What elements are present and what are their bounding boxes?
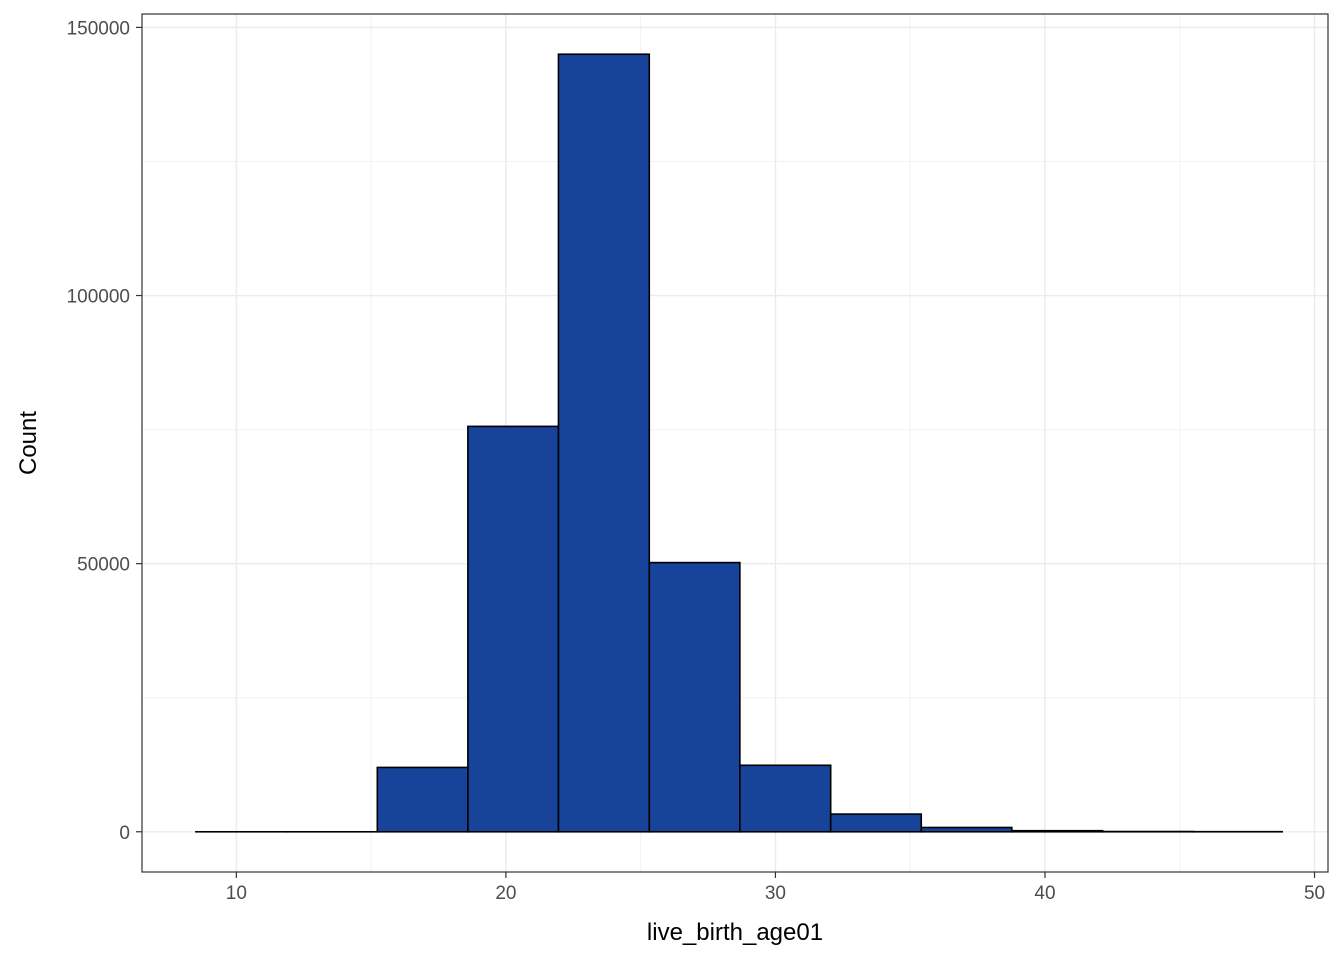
y-tick-label: 50000 bbox=[77, 555, 130, 576]
plot-panel-border bbox=[141, 13, 1329, 873]
histogram-bar bbox=[920, 826, 1013, 833]
y-tick-label: 0 bbox=[119, 823, 130, 844]
x-tick-label: 20 bbox=[495, 883, 516, 904]
x-tick-label: 40 bbox=[1034, 883, 1055, 904]
y-tick-label: 100000 bbox=[67, 287, 130, 308]
x-tick-label: 10 bbox=[226, 883, 247, 904]
x-axis-title: live_birth_age01 bbox=[647, 919, 823, 946]
x-axis-ticks: 10 20 30 40 50 bbox=[226, 872, 1325, 904]
histogram-bar bbox=[829, 813, 923, 833]
histogram-bar bbox=[467, 425, 560, 833]
histogram-bar bbox=[648, 561, 741, 833]
y-axis-title: Count bbox=[15, 411, 42, 475]
histogram-bar bbox=[739, 764, 832, 833]
x-tick-label: 30 bbox=[765, 883, 786, 904]
histogram-bars bbox=[195, 53, 1283, 833]
histogram-bar bbox=[376, 766, 469, 833]
histogram-bar bbox=[1011, 829, 1104, 833]
y-axis-ticks: 0 50000 100000 150000 bbox=[67, 18, 142, 844]
histogram-bar bbox=[557, 53, 651, 833]
x-tick-label: 50 bbox=[1304, 883, 1325, 904]
y-tick-label: 150000 bbox=[67, 18, 130, 39]
